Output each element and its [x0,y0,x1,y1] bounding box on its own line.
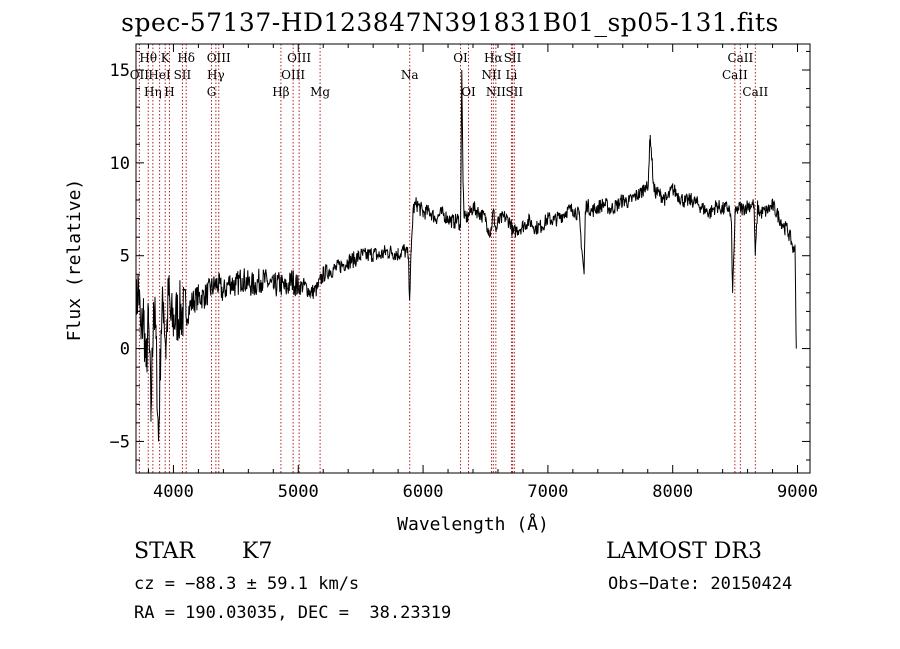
emission-line-label: Na [401,68,419,82]
emission-line-label: G [207,85,217,99]
emission-line-label: H [164,85,174,99]
object-subclass: K7 [242,539,273,564]
x-tick-label: 8000 [652,482,693,502]
redshift-readout: cz = −88.3 ± 59.1 km/s [134,574,360,594]
emission-line-label: HeI [148,68,171,82]
y-axis: −5 0 5 10 15 [110,50,810,461]
survey-name: LAMOST DR3 [606,539,762,564]
x-tick-label: 4000 [153,482,194,502]
plot-frame [135,43,811,474]
emission-line-label: CaII [722,68,748,82]
emission-line-label: OIII [207,51,231,65]
y-tick-label: 5 [120,247,130,267]
emission-line-label: Mg [310,85,330,99]
emission-line-label: NII [481,68,501,82]
x-tick-label: 5000 [278,482,319,502]
emission-line-label: Hγ [207,68,225,82]
chart-title: spec-57137-HD123847N391831B01_sp05-131.f… [121,8,779,37]
emission-line-label: Li [506,68,518,82]
spectrum-line [135,69,797,442]
x-tick-label: 9000 [777,482,818,502]
emission-line-label: Hβ [272,85,289,99]
x-axis: 4000 5000 6000 7000 8000 9000 [147,44,818,502]
emission-line-label: OI [461,85,476,99]
emission-line-label: OII [130,68,150,82]
emission-line-label: SII [504,51,522,65]
emission-line-label: OI [453,51,468,65]
emission-line-label: Hα [484,51,503,65]
emission-line-label: CaII [727,51,753,65]
x-tick-label: 7000 [527,482,568,502]
y-axis-label: Flux (relative) [64,179,85,342]
y-tick-label: 15 [110,61,130,81]
emission-line-label: SII [505,85,523,99]
y-tick-label: −5 [110,432,130,452]
emission-line-label: Hθ [139,51,157,65]
object-class: STAR [134,539,195,564]
emission-line-label: NII [486,85,506,99]
obs-date: Obs−Date: 20150424 [608,574,793,594]
emission-line-label: Hδ [177,51,195,65]
emission-line-label: Hη [144,85,162,99]
emission-line-label: CaII [742,85,768,99]
emission-line-label: OIII [281,68,305,82]
coordinates: RA = 190.03035, DEC = 38.23319 [134,603,452,623]
spectrum-series [135,69,797,442]
emission-line-markers [138,44,756,473]
emission-line-label: OIII [287,51,311,65]
emission-line-label: SII [174,68,192,82]
y-tick-label: 10 [110,154,130,174]
emission-line-label: K [161,51,171,65]
x-tick-label: 6000 [403,482,444,502]
y-tick-label: 0 [120,340,130,360]
x-axis-label: Wavelength (Å) [397,513,549,535]
